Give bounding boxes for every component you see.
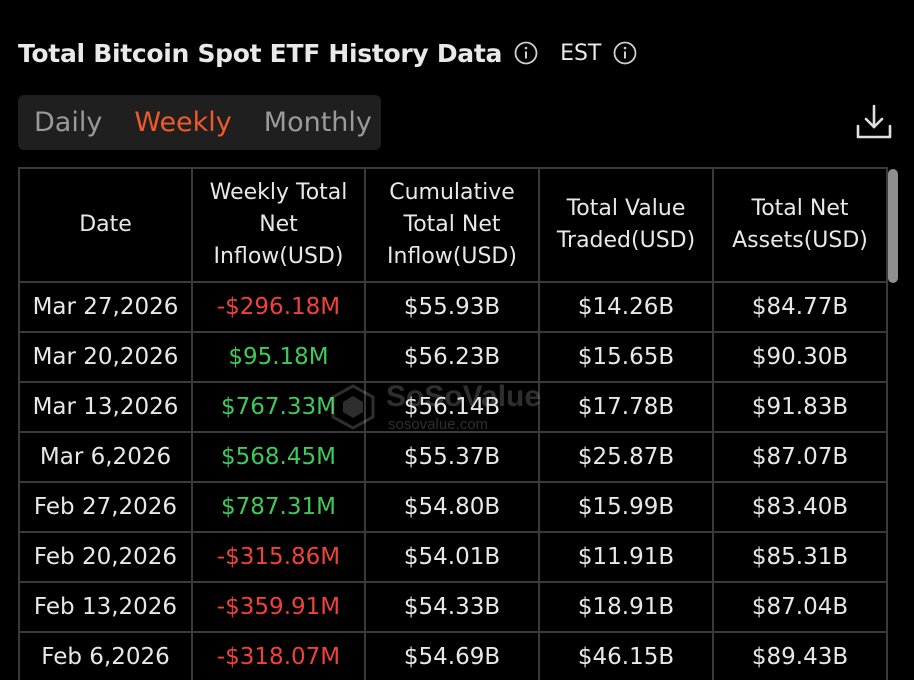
cell-traded: $17.78B (538, 381, 714, 433)
cell-net-inflow: $95.18M (191, 331, 366, 383)
header: Total Bitcoin Spot ETF History Data EST (18, 36, 637, 70)
cell-assets: $85.31B (712, 531, 888, 583)
cell-date: Mar 6,2026 (18, 431, 193, 483)
table-scrollbar[interactable] (886, 167, 900, 287)
page-title: Total Bitcoin Spot ETF History Data (18, 38, 503, 68)
cell-net-inflow: -$359.91M (191, 581, 366, 633)
cell-traded: $15.99B (538, 481, 714, 533)
tab-daily[interactable]: Daily (34, 107, 103, 138)
cell-cumulative: $55.37B (364, 431, 540, 483)
cell-traded: $46.15B (538, 631, 714, 680)
cell-net-inflow: $787.31M (191, 481, 366, 533)
table-row: Feb 27,2026 $787.31M $54.80B $15.99B $83… (18, 481, 888, 533)
cell-date: Feb 13,2026 (18, 581, 193, 633)
download-icon[interactable] (854, 102, 894, 142)
cell-assets: $83.40B (712, 481, 888, 533)
cell-date: Feb 20,2026 (18, 531, 193, 583)
cell-assets: $91.83B (712, 381, 888, 433)
cell-assets: $90.30B (712, 331, 888, 383)
cell-traded: $25.87B (538, 431, 714, 483)
column-header-date[interactable]: Date (18, 167, 193, 283)
table-row: Mar 20,2026 $95.18M $56.23B $15.65B $90.… (18, 331, 888, 383)
cell-traded: $18.91B (538, 581, 714, 633)
table-row: Feb 13,2026 -$359.91M $54.33B $18.91B $8… (18, 581, 888, 633)
cell-cumulative: $54.69B (364, 631, 540, 680)
table-row: Mar 6,2026 $568.45M $55.37B $25.87B $87.… (18, 431, 888, 483)
table-row: Feb 20,2026 -$315.86M $54.01B $11.91B $8… (18, 531, 888, 583)
cell-net-inflow: -$315.86M (191, 531, 366, 583)
cell-cumulative: $55.93B (364, 281, 540, 333)
cell-cumulative: $56.14B (364, 381, 540, 433)
tab-weekly[interactable]: Weekly (134, 107, 232, 138)
cell-traded: $11.91B (538, 531, 714, 583)
table-header-row: Date Weekly Total Net Inflow(USD) Cumula… (18, 167, 888, 283)
cell-cumulative: $54.01B (364, 531, 540, 583)
table-row: Feb 6,2026 -$318.07M $54.69B $46.15B $89… (18, 631, 888, 680)
cell-date: Feb 27,2026 (18, 481, 193, 533)
cell-cumulative: $54.33B (364, 581, 540, 633)
cell-cumulative: $54.80B (364, 481, 540, 533)
cell-net-inflow: -$318.07M (191, 631, 366, 680)
table-row: Mar 13,2026 $767.33M $56.14B $17.78B $91… (18, 381, 888, 433)
table-row: Mar 27,2026 -$296.18M $55.93B $14.26B $8… (18, 281, 888, 333)
column-header-cumulative-net-inflow[interactable]: Cumulative Total Net Inflow(USD) (364, 167, 540, 283)
cell-date: Mar 20,2026 (18, 331, 193, 383)
cell-assets: $87.04B (712, 581, 888, 633)
cell-net-inflow: $767.33M (191, 381, 366, 433)
cell-traded: $14.26B (538, 281, 714, 333)
cell-assets: $87.07B (712, 431, 888, 483)
cell-net-inflow: $568.45M (191, 431, 366, 483)
column-header-total-net-assets[interactable]: Total Net Assets(USD) (712, 167, 888, 283)
timezone-label: EST (560, 40, 602, 66)
cell-cumulative: $56.23B (364, 331, 540, 383)
cell-date: Mar 27,2026 (18, 281, 193, 333)
cell-net-inflow: -$296.18M (191, 281, 366, 333)
period-tabs: Daily Weekly Monthly (18, 95, 381, 150)
cell-assets: $84.77B (712, 281, 888, 333)
cell-date: Mar 13,2026 (18, 381, 193, 433)
tab-monthly[interactable]: Monthly (263, 107, 372, 138)
column-header-weekly-net-inflow[interactable]: Weekly Total Net Inflow(USD) (191, 167, 366, 283)
cell-traded: $15.65B (538, 331, 714, 383)
etf-history-table: Date Weekly Total Net Inflow(USD) Cumula… (18, 167, 888, 680)
cell-assets: $89.43B (712, 631, 888, 680)
column-header-total-value-traded[interactable]: Total Value Traded(USD) (538, 167, 714, 283)
title-info-icon[interactable] (514, 41, 538, 65)
cell-date: Feb 6,2026 (18, 631, 193, 680)
scrollbar-thumb[interactable] (888, 169, 898, 283)
timezone-info-icon[interactable] (613, 41, 637, 65)
